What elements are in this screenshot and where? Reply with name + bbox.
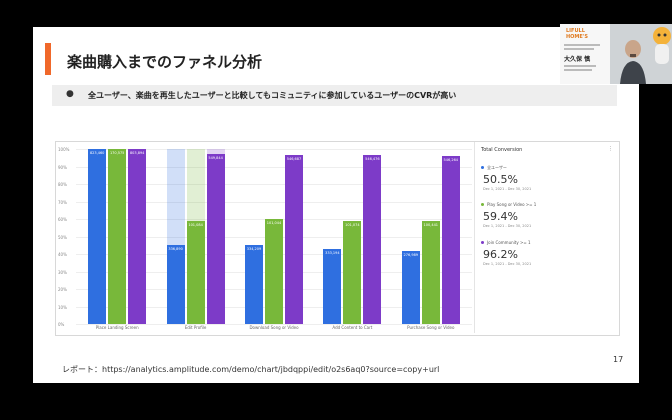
bar-value-label: 101,084 bbox=[188, 222, 203, 227]
x-category-label: Purchase Song or Video bbox=[407, 325, 455, 330]
y-tick-label: 40% bbox=[58, 252, 67, 257]
bar-value-label: 170,575 bbox=[109, 151, 125, 155]
dropoff-bar bbox=[206, 149, 225, 155]
name-card: LIFULL HOME'S 大久保 慎 bbox=[560, 24, 610, 84]
y-tick-label: 100% bbox=[58, 147, 70, 152]
legend-value: 96.2% bbox=[483, 248, 518, 261]
gridline bbox=[76, 201, 472, 203]
y-tick-label: 60% bbox=[58, 217, 67, 222]
webcam-overlay: LIFULL HOME'S 大久保 慎 bbox=[560, 24, 672, 84]
y-tick-label: 50% bbox=[58, 234, 67, 240]
legend-name: Join Community >= 1 bbox=[487, 240, 531, 245]
bar[interactable] bbox=[421, 220, 440, 324]
brand-logo-line2: HOME'S bbox=[566, 34, 588, 40]
bar[interactable] bbox=[343, 220, 362, 324]
dropoff-bar bbox=[186, 149, 205, 221]
bar[interactable] bbox=[285, 155, 303, 324]
bar-value-label: 546,476 bbox=[365, 157, 380, 162]
more-options-icon[interactable]: ⋮ bbox=[608, 146, 613, 152]
side-divider bbox=[474, 142, 475, 333]
page-number: 17 bbox=[613, 355, 624, 364]
legend-value: 50.5% bbox=[483, 173, 518, 186]
gridline bbox=[76, 324, 472, 325]
y-tick-label: 70% bbox=[58, 199, 67, 205]
bar[interactable] bbox=[401, 250, 420, 324]
x-category-label: Edit Profile bbox=[184, 325, 207, 330]
bar-value-label: 549,844 bbox=[208, 156, 223, 161]
y-tick-label: 0% bbox=[58, 322, 65, 327]
report-link[interactable]: レポート：https://analytics.amplitude.com/dem… bbox=[62, 364, 439, 375]
report-url[interactable]: https://analytics.amplitude.com/demo/cha… bbox=[102, 365, 440, 374]
card-text-line bbox=[564, 65, 596, 67]
brand-logo-line1: LIFULL bbox=[566, 28, 585, 34]
dropoff-bar bbox=[166, 149, 185, 246]
report-label: レポート： bbox=[62, 365, 102, 374]
y-tick-label: 30% bbox=[58, 269, 67, 275]
bar-value-label: 546,687 bbox=[286, 157, 302, 162]
bar[interactable] bbox=[186, 220, 205, 324]
bar[interactable] bbox=[265, 219, 283, 324]
bar-value-label: 100,441 bbox=[423, 222, 439, 227]
gridline bbox=[76, 184, 472, 185]
bullet-text: 全ユーザー、楽曲を再生したユーザーと比較してもコミュニティに参加しているユーザー… bbox=[88, 91, 457, 100]
legend-color-dot bbox=[481, 166, 484, 169]
title-accent-bar bbox=[45, 43, 51, 75]
y-tick-label: 80% bbox=[58, 182, 67, 187]
bullet-icon: ● bbox=[66, 89, 74, 99]
bar-value-label: 276,989 bbox=[403, 252, 419, 257]
bar-value-label: 823,460 bbox=[89, 151, 105, 155]
card-text-line bbox=[564, 69, 592, 71]
bar[interactable] bbox=[206, 154, 225, 324]
x-category-label: Add Content to Cart bbox=[332, 325, 373, 330]
legend-date: Dec 1, 2021 - Dec 30, 2021 bbox=[483, 224, 532, 228]
legend-date: Dec 1, 2021 - Dec 30, 2021 bbox=[483, 187, 532, 191]
bar-value-label: 336,890 bbox=[168, 247, 183, 252]
legend-value: 59.4% bbox=[483, 210, 518, 223]
bar[interactable] bbox=[245, 245, 263, 324]
legend-color-dot bbox=[481, 241, 484, 244]
total-conversion-title: Total Conversion bbox=[481, 147, 523, 153]
bar-value-label: 101,074 bbox=[345, 222, 360, 227]
x-category-label: Place Landing Screen bbox=[95, 325, 139, 330]
gridline bbox=[76, 149, 472, 150]
legend-color-dot bbox=[481, 203, 484, 206]
bullet-box bbox=[52, 85, 617, 106]
bar[interactable] bbox=[363, 155, 382, 324]
card-text-line bbox=[564, 44, 600, 46]
legend-name: 全ユーザー bbox=[487, 165, 507, 170]
bar[interactable] bbox=[166, 245, 185, 324]
speaker-name: 大久保 慎 bbox=[564, 56, 591, 63]
bar[interactable] bbox=[88, 149, 107, 324]
y-tick-label: 90% bbox=[58, 164, 67, 170]
card-text-line bbox=[564, 48, 594, 50]
mascot-icon bbox=[653, 27, 671, 64]
legend-name: Play Song or Video >= 1 bbox=[487, 202, 537, 207]
speaker-video-icon bbox=[620, 40, 646, 84]
x-category-label: Download Song or Video bbox=[249, 325, 299, 330]
bar[interactable] bbox=[441, 155, 460, 324]
bar[interactable] bbox=[128, 149, 147, 324]
slide-title: 楽曲購入までのファネル分析 bbox=[67, 53, 263, 71]
y-tick-label: 10% bbox=[58, 304, 67, 310]
legend-date: Dec 1, 2021 - Dec 30, 2021 bbox=[483, 262, 532, 266]
bar-value-label: 333,194 bbox=[325, 250, 340, 255]
bar-value-label: 803,894 bbox=[129, 151, 145, 155]
bar-value-label: 334,209 bbox=[246, 247, 262, 252]
bar[interactable] bbox=[108, 149, 127, 324]
bar-value-label: 546,264 bbox=[443, 157, 459, 162]
bar-value-label: 101,044 bbox=[266, 221, 282, 225]
bar[interactable] bbox=[323, 248, 342, 324]
gridline bbox=[76, 166, 472, 168]
y-tick-label: 20% bbox=[58, 287, 67, 292]
